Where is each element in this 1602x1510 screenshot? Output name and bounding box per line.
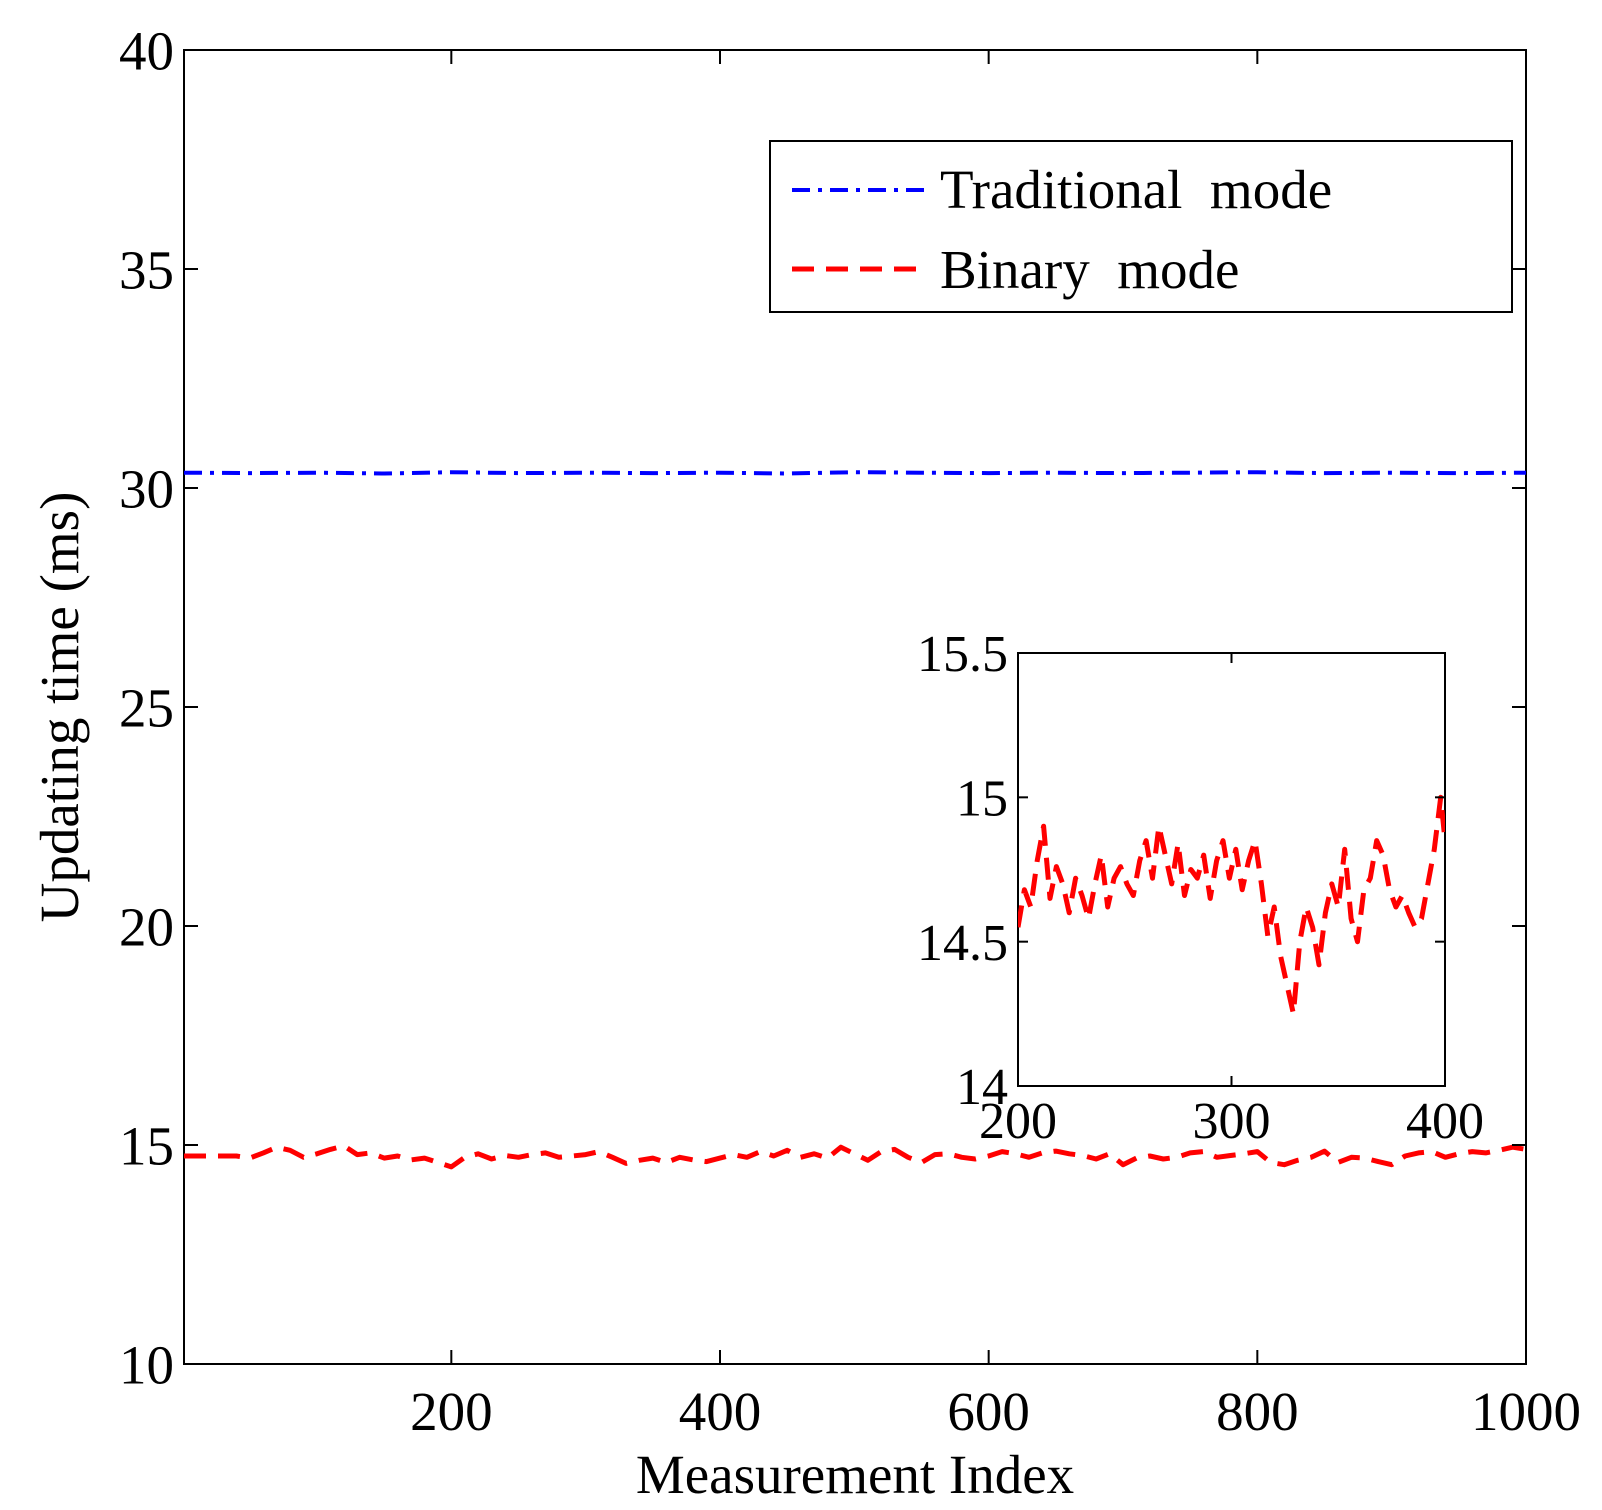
legend-label-binary: Binary mode xyxy=(940,239,1239,300)
inset-y-tick-label: 14.5 xyxy=(917,915,1008,972)
inset-plot: 200 300 400 14 14.5 15 15.5 xyxy=(917,626,1484,1150)
legend-box xyxy=(769,140,1513,313)
inset-series-binary-mode-line xyxy=(1018,794,1445,1017)
main-y-tick-label: 10 xyxy=(119,1334,174,1395)
main-y-tick-label: 15 xyxy=(119,1115,174,1176)
inset-series-layer xyxy=(1018,794,1445,1017)
legend-label-traditional: Traditional mode xyxy=(940,159,1332,220)
main-x-tick-label: 200 xyxy=(410,1381,493,1442)
inset-y-tick-label: 15.5 xyxy=(917,626,1008,683)
main-series-traditional-mode-line xyxy=(184,470,1526,476)
main-x-tick-label: 800 xyxy=(1216,1381,1299,1442)
main-y-tick-label: 35 xyxy=(119,239,174,300)
inset-ticks: 200 300 400 14 14.5 15 15.5 xyxy=(917,626,1484,1150)
inset-y-tick-label: 15 xyxy=(956,771,1008,828)
main-series-binary-mode-line xyxy=(184,1143,1526,1170)
main-x-tick-label: 1000 xyxy=(1471,1381,1581,1442)
inset-y-tick-label: 14 xyxy=(956,1059,1008,1116)
main-x-axis-label: Measurement Index xyxy=(636,1444,1074,1505)
inset-x-tick-label: 300 xyxy=(1193,1093,1271,1150)
inset-x-tick-label: 200 xyxy=(979,1093,1057,1150)
main-y-axis-label: Updating time (ms) xyxy=(29,492,90,923)
main-x-tick-label: 600 xyxy=(947,1381,1030,1442)
main-series-layer xyxy=(184,470,1526,1170)
main-y-tick-label: 20 xyxy=(119,896,174,957)
main-x-tick-label: 400 xyxy=(679,1381,762,1442)
inset-x-tick-label: 400 xyxy=(1406,1093,1484,1150)
main-y-tick-label: 40 xyxy=(119,20,174,81)
main-ticks: 200 400 600 800 1000 10 15 20 25 30 35 40 xyxy=(119,20,1581,1442)
main-y-tick-label: 25 xyxy=(119,677,174,738)
main-y-tick-label: 30 xyxy=(119,458,174,519)
legend: Traditional mode Binary mode xyxy=(769,140,1513,313)
